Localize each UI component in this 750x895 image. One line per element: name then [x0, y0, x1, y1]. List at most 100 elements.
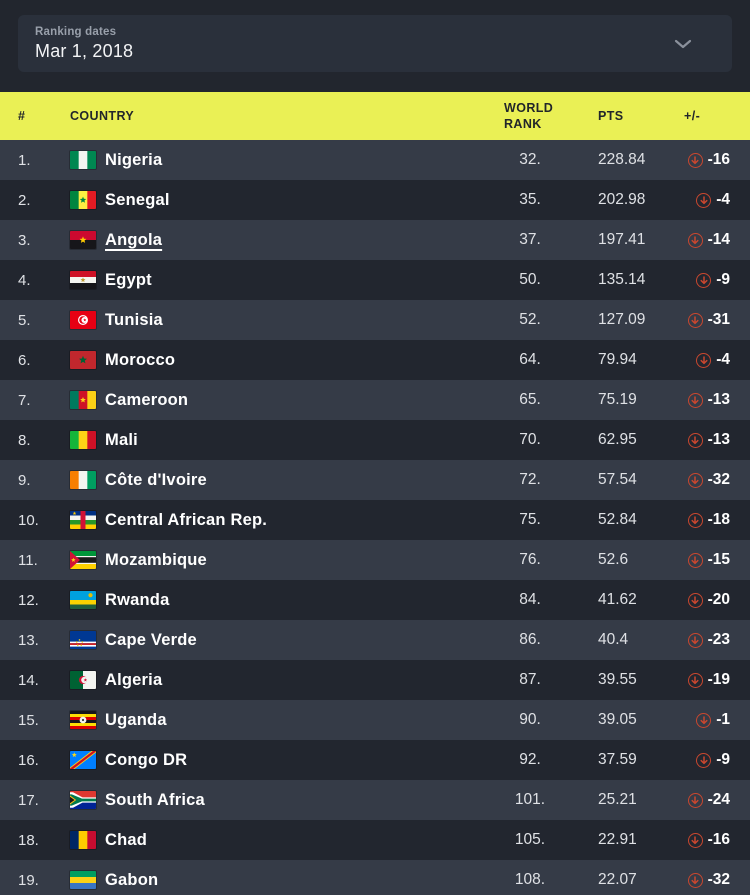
country-cell: Gabon — [70, 871, 480, 890]
country-link[interactable]: Rwanda — [105, 590, 170, 609]
table-row[interactable]: 9. Côte d'Ivoire 72. 57.54 -32 — [0, 460, 750, 500]
world-rank-cell: 72. — [519, 471, 541, 488]
rank-cell: 17. — [18, 791, 39, 809]
pts-cell: 52.84 — [598, 511, 637, 528]
diff-cell: -32 — [660, 471, 750, 489]
country-link[interactable]: Senegal — [105, 190, 170, 209]
flag-cf-icon — [70, 511, 96, 529]
flag-ci-icon — [70, 471, 96, 489]
country-cell: Senegal — [70, 191, 480, 210]
country-cell: Central African Rep. — [70, 511, 480, 530]
table-row[interactable]: 13. Cape Verde 86. 40.4 -23 — [0, 620, 750, 660]
table-row[interactable]: 4. Egypt 50. 135.14 -9 — [0, 260, 750, 300]
country-link[interactable]: Cape Verde — [105, 630, 197, 649]
country-link[interactable]: Uganda — [105, 710, 167, 729]
ranking-dates-label: Ranking dates — [35, 25, 117, 38]
diff-value: -18 — [707, 511, 730, 528]
country-link[interactable]: Tunisia — [105, 310, 163, 329]
flag-ml-icon — [70, 431, 96, 449]
arrow-down-circle-icon — [687, 432, 703, 448]
table-row[interactable]: 15. Uganda 90. 39.05 -1 — [0, 700, 750, 740]
country-cell: Egypt — [70, 271, 480, 290]
country-link[interactable]: Congo DR — [105, 750, 188, 769]
table-row[interactable]: 12. Rwanda 84. 41.62 -20 — [0, 580, 750, 620]
diff-value: -9 — [716, 271, 730, 288]
table-row[interactable]: 17. South Africa 101. 25.21 -24 — [0, 780, 750, 820]
country-link[interactable]: South Africa — [105, 790, 205, 809]
pts-cell: 39.55 — [598, 671, 637, 688]
country-link[interactable]: Mali — [105, 430, 138, 449]
diff-cell: -4 — [660, 191, 750, 209]
ranking-dates-dropdown[interactable]: Ranking dates Mar 1, 2018 — [18, 15, 732, 72]
flag-tn-icon — [70, 311, 96, 329]
diff-value: -16 — [707, 151, 730, 168]
table-row[interactable]: 2. Senegal 35. 202.98 -4 — [0, 180, 750, 220]
country-link[interactable]: Mozambique — [105, 550, 207, 569]
rank-cell: 8. — [18, 431, 31, 449]
diff-value: -31 — [707, 311, 730, 328]
world-rank-cell: 65. — [519, 391, 541, 408]
pts-cell: 52.6 — [598, 551, 629, 568]
column-header-rank: # — [18, 109, 26, 123]
country-link[interactable]: Gabon — [105, 870, 159, 889]
table-row[interactable]: 16. Congo DR 92. 37.59 -9 — [0, 740, 750, 780]
arrow-down-circle-icon — [687, 832, 703, 848]
diff-cell: -24 — [660, 791, 750, 809]
world-rank-cell: 105. — [514, 831, 546, 848]
country-link[interactable]: Algeria — [105, 670, 163, 689]
rank-cell: 14. — [18, 671, 39, 689]
flag-cv-icon — [70, 631, 96, 649]
rank-cell: 7. — [18, 391, 31, 409]
diff-cell: -9 — [660, 271, 750, 289]
arrow-down-circle-icon — [696, 272, 712, 288]
country-link[interactable]: Morocco — [105, 350, 176, 369]
rank-cell: 15. — [18, 711, 39, 729]
diff-cell: -4 — [660, 351, 750, 369]
pts-cell: 40.4 — [598, 631, 629, 648]
table-row[interactable]: 19. Gabon 108. 22.07 -32 — [0, 860, 750, 895]
diff-value: -19 — [707, 671, 730, 688]
table-row[interactable]: 1. Nigeria 32. 228.84 -16 — [0, 140, 750, 180]
country-link[interactable]: Egypt — [105, 270, 152, 289]
country-cell: Cape Verde — [70, 631, 480, 650]
table-row[interactable]: 14. Algeria 87. 39.55 -19 — [0, 660, 750, 700]
pts-cell: 127.09 — [598, 311, 646, 328]
table-row[interactable]: 5. Tunisia 52. 127.09 -31 — [0, 300, 750, 340]
arrow-down-circle-icon — [696, 712, 712, 728]
country-link[interactable]: Côte d'Ivoire — [105, 470, 207, 489]
pts-cell: 197.41 — [598, 231, 646, 248]
table-row[interactable]: 6. Morocco 64. 79.94 -4 — [0, 340, 750, 380]
table-row[interactable]: 18. Chad 105. 22.91 -16 — [0, 820, 750, 860]
diff-cell: -19 — [660, 671, 750, 689]
table-row[interactable]: 7. Cameroon 65. 75.19 -13 — [0, 380, 750, 420]
country-link[interactable]: Central African Rep. — [105, 510, 268, 529]
flag-za-icon — [70, 791, 96, 809]
rank-cell: 9. — [18, 471, 31, 489]
rank-cell: 18. — [18, 831, 39, 849]
table-row[interactable]: 3. Angola 37. 197.41 -14 — [0, 220, 750, 260]
diff-value: -4 — [716, 351, 730, 368]
country-link[interactable]: Angola — [105, 230, 163, 249]
pts-cell: 39.05 — [598, 711, 637, 728]
world-rank-cell: 35. — [519, 191, 541, 208]
diff-cell: -13 — [660, 431, 750, 449]
ranking-dates-text: Ranking dates Mar 1, 2018 — [18, 26, 133, 62]
country-link[interactable]: Chad — [105, 830, 148, 849]
table-row[interactable]: 10. Central African Rep. 75. 52.84 -18 — [0, 500, 750, 540]
world-rank-cell: 90. — [519, 711, 541, 728]
arrow-down-circle-icon — [687, 872, 703, 888]
arrow-down-circle-icon — [687, 552, 703, 568]
country-cell: Rwanda — [70, 591, 480, 610]
country-link[interactable]: Cameroon — [105, 390, 189, 409]
world-rank-cell: 32. — [519, 151, 541, 168]
diff-cell: -9 — [660, 751, 750, 769]
flag-ga-icon — [70, 871, 96, 889]
column-header-country: COUNTRY — [70, 109, 135, 123]
diff-cell: -31 — [660, 311, 750, 329]
country-cell: Tunisia — [70, 311, 480, 330]
table-row[interactable]: 8. Mali 70. 62.95 -13 — [0, 420, 750, 460]
diff-value: -4 — [716, 191, 730, 208]
rank-cell: 12. — [18, 591, 39, 609]
table-row[interactable]: 11. Mozambique 76. 52.6 -15 — [0, 540, 750, 580]
country-link[interactable]: Nigeria — [105, 150, 163, 169]
